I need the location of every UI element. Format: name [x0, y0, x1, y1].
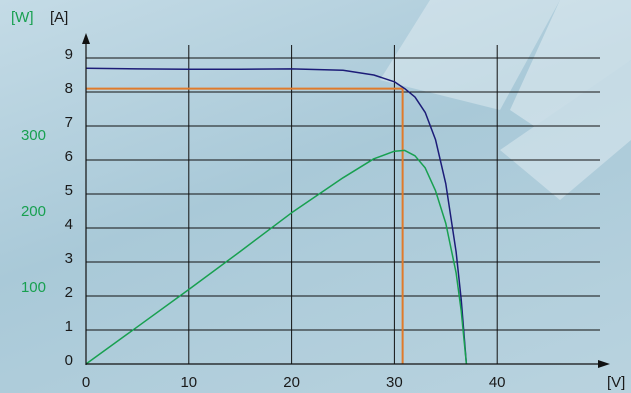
x-tick-label: 30 — [386, 374, 403, 391]
y-tick-label: 2 — [65, 284, 73, 301]
grid — [86, 45, 600, 364]
y2-axis-label: [W] — [11, 9, 34, 26]
x-tick-label: 20 — [283, 374, 300, 391]
x-tick-label: 40 — [489, 374, 506, 391]
y-tick-label: 9 — [65, 46, 73, 63]
x-axis-label: [V] — [607, 374, 625, 391]
y-tick-label: 5 — [65, 182, 73, 199]
series-line — [85, 67, 468, 365]
x-tick-label: 0 — [82, 374, 90, 391]
y-axis-label: [A] — [50, 9, 68, 26]
x-tick-label: 10 — [180, 374, 197, 391]
x-axis-arrow — [598, 360, 610, 368]
y-tick-label: 6 — [65, 148, 73, 165]
y2-tick-label: 200 — [21, 203, 46, 220]
background-panels — [380, 0, 631, 200]
y-tick-label: 3 — [65, 250, 73, 267]
y-tick-label: 1 — [65, 318, 73, 335]
marks — [85, 67, 468, 365]
y-tick-label: 8 — [65, 80, 73, 97]
y-tick-label: 4 — [65, 216, 73, 233]
y-axis-arrow — [82, 33, 90, 44]
y2-tick-label: 100 — [21, 279, 46, 296]
y-tick-label: 7 — [65, 114, 73, 131]
y-tick-label: 0 — [65, 352, 73, 369]
y2-tick-label: 300 — [21, 127, 46, 144]
series-line — [85, 149, 468, 365]
